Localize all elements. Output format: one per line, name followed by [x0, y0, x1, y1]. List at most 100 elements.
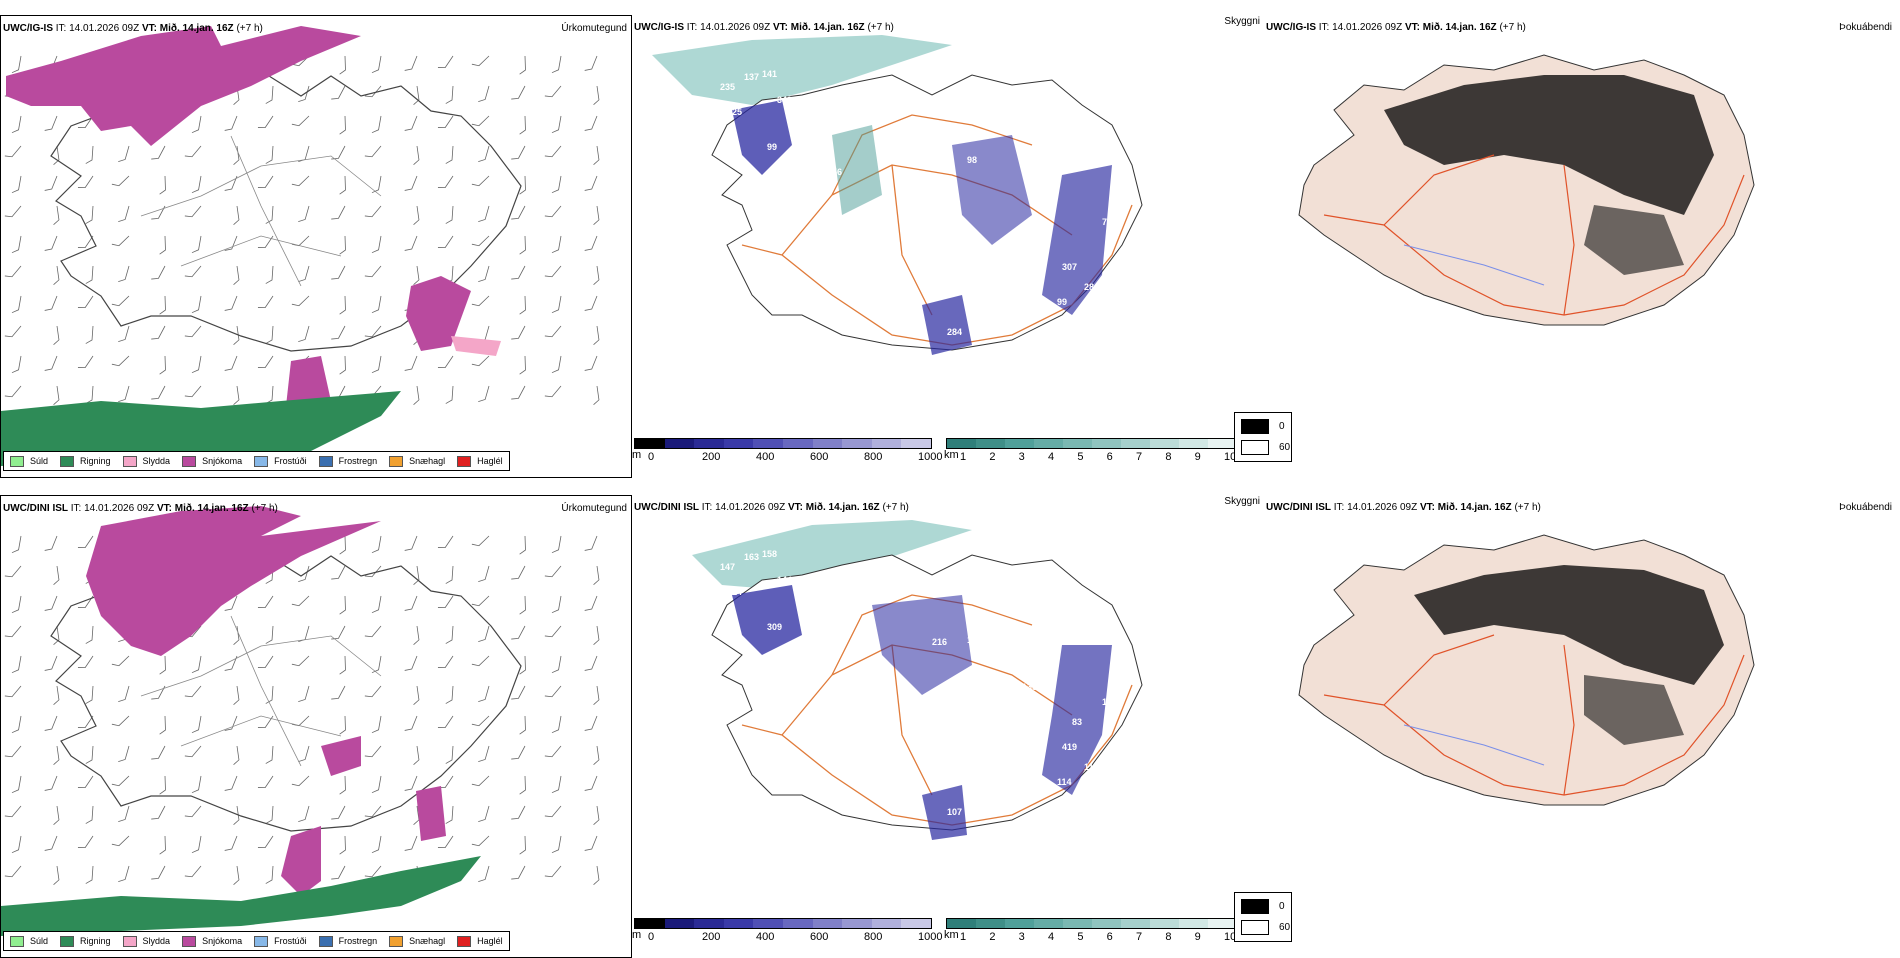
wind-barb	[85, 625, 94, 644]
visibility-map-1: 137 141 235 340 182 125 99 73 156 98 76 307 284 99 284…	[652, 35, 1143, 355]
legend-swatch	[457, 455, 472, 467]
wind-barb	[265, 325, 274, 344]
wind-barb	[339, 235, 346, 255]
wind-barb	[151, 685, 166, 700]
wind-barb	[339, 175, 346, 195]
wind-barb	[413, 565, 420, 585]
visibility-label: 307	[1062, 262, 1077, 272]
wind-barb	[11, 655, 22, 674]
visibility-label: 114	[1057, 777, 1072, 787]
wind-barb	[584, 355, 598, 371]
scale-cell	[782, 919, 813, 928]
legend-label: Snæhagl	[409, 456, 446, 466]
visibility-panel-2: 163 158 147 144 168 214 309 204 149 115 120 419 112 1…	[632, 495, 1264, 958]
visibility-label: 83	[1072, 717, 1082, 727]
scale-tick: 800	[864, 451, 883, 463]
wind-barb	[118, 745, 130, 763]
iceland-coastline	[711, 74, 1143, 351]
wind-barb	[519, 355, 526, 375]
wind-barb	[159, 655, 166, 675]
altitude-scale: 0 200 400 600 800 1000 m	[632, 438, 942, 468]
wind-barb	[191, 355, 202, 374]
wind-barb	[151, 145, 166, 160]
wind-barb	[551, 835, 562, 854]
wind-barb	[519, 115, 526, 135]
precip-map-1	[1, 26, 600, 466]
wind-barb	[551, 115, 562, 134]
visibility-label: 216	[932, 637, 947, 647]
variable-title: Skyggni	[1224, 16, 1260, 27]
visibility-label: 125	[727, 107, 742, 117]
altitude-scale: 0 200 400 600 800 1000 m	[632, 918, 942, 948]
wind-barb	[593, 145, 600, 165]
legend-label: Rigning	[80, 456, 111, 466]
wind-barb	[77, 775, 94, 789]
wind-barb	[4, 805, 22, 818]
scale-tick: 200	[702, 451, 721, 463]
legend-swatch	[122, 935, 137, 947]
wind-barb	[233, 865, 240, 885]
scale-unit: km	[944, 929, 959, 941]
wind-barb	[53, 145, 60, 165]
wind-barb	[184, 265, 202, 278]
wind-barb	[445, 805, 454, 824]
scale-cell	[871, 919, 902, 928]
wind-barb	[233, 325, 240, 345]
wind-barb	[233, 205, 240, 225]
scale-cell	[1121, 439, 1150, 448]
wind-barb	[364, 685, 382, 698]
visibility-label: 501	[842, 607, 857, 617]
scale-cell	[812, 919, 843, 928]
panel-title: UWC/IG-IS IT: 14.01.2026 09Z VT: Mið. 14…	[634, 22, 894, 33]
wind-barb	[224, 295, 238, 311]
precip-type-panel-1: UWC/IG-IS IT: 14.01.2026 09Z VT: Mið. 14…	[0, 15, 632, 478]
wind-barb	[257, 835, 274, 849]
visibility-label: 135	[1022, 682, 1037, 692]
scale-cell	[1063, 919, 1092, 928]
legend-label: Frostregn	[338, 456, 378, 466]
wind-barb	[478, 265, 490, 283]
scale-tick: 600	[810, 451, 829, 463]
wind-barb	[551, 295, 562, 314]
panel-title: UWC/IG-IS IT: 14.01.2026 09Z VT: Mið. 14…	[1266, 22, 1526, 33]
wind-barb	[593, 205, 600, 225]
wind-barb	[584, 115, 598, 131]
scale-unit: m	[632, 929, 642, 941]
wind-barb	[224, 175, 238, 191]
visibility-label: 235	[720, 82, 735, 92]
panel-title: UWC/IG-IS IT: 14.01.2026 09Z VT: Mið. 14…	[3, 23, 263, 34]
wind-barb	[404, 595, 418, 611]
wind-barb	[445, 745, 454, 764]
wind-barb	[404, 175, 418, 191]
wind-barb	[298, 565, 310, 583]
visibility-label: 73	[792, 177, 802, 187]
wind-barb	[339, 715, 346, 735]
wind-barb	[184, 325, 202, 338]
scale-cell	[1005, 919, 1034, 928]
wind-barb	[584, 175, 598, 191]
wind-barb	[511, 385, 526, 400]
wind-barb	[257, 655, 274, 669]
wind-barb	[584, 835, 598, 851]
wind-barb	[159, 175, 166, 195]
visibility-label: 144	[777, 575, 792, 585]
legend-label: Súld	[30, 456, 49, 466]
scale-tick: 200	[702, 931, 721, 943]
wind-barb	[437, 595, 454, 609]
scale-cell	[1063, 439, 1092, 448]
scale-tick: 1000	[918, 931, 943, 943]
visibility-label: 99	[1057, 297, 1067, 307]
wind-barb	[471, 715, 490, 727]
wind-barb	[265, 745, 274, 764]
wind-barb	[11, 55, 22, 74]
visibility-label: 204	[792, 657, 807, 667]
wind-barb	[544, 565, 562, 578]
wind-barb	[291, 655, 310, 667]
wind-barb	[257, 595, 274, 609]
visibility-label: 277	[722, 687, 737, 697]
wind-barb	[339, 55, 346, 75]
wind-barb	[437, 175, 454, 189]
wind-barb	[371, 835, 382, 854]
wind-barb	[404, 655, 418, 671]
wind-barb	[445, 565, 454, 584]
